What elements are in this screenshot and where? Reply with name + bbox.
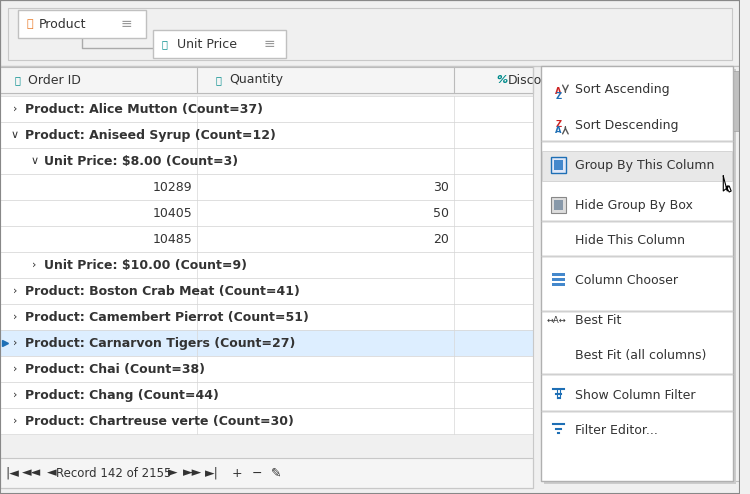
Text: ›: › [13, 416, 17, 426]
Bar [731, 71, 739, 131]
Text: Product: Boston Crab Meat (Count=41): Product: Boston Crab Meat (Count=41) [25, 285, 299, 297]
Text: Order ID: Order ID [28, 74, 80, 86]
Bar [551, 278, 566, 281]
Bar [550, 157, 566, 173]
Text: −: − [251, 466, 262, 480]
Text: %: % [496, 75, 508, 85]
Bar [0, 278, 532, 304]
Bar [551, 283, 566, 286]
Text: A: A [555, 86, 562, 95]
Bar [0, 408, 532, 434]
Bar [544, 69, 736, 484]
Bar [18, 10, 146, 38]
Text: 🍴: 🍴 [26, 19, 33, 29]
Text: ›: › [13, 364, 17, 374]
Text: Group By This Column: Group By This Column [575, 159, 715, 171]
Text: ◄: ◄ [46, 466, 56, 480]
Bar [0, 252, 532, 278]
Text: ∨: ∨ [31, 156, 38, 166]
Text: ►: ► [168, 466, 178, 480]
Text: ≡: ≡ [121, 17, 132, 31]
Text: 🖨: 🖨 [15, 75, 21, 85]
Text: Product: Product [38, 17, 86, 31]
Text: +: + [232, 466, 242, 480]
Text: 20: 20 [433, 233, 449, 246]
Text: Product: Chartreuse verte (Count=30): Product: Chartreuse verte (Count=30) [25, 414, 293, 427]
Bar [153, 30, 286, 58]
Bar [0, 66, 532, 488]
Bar [550, 197, 566, 213]
Bar [0, 148, 532, 174]
Text: 10289: 10289 [153, 180, 193, 194]
Text: Unit Price: $10.00 (Count=9): Unit Price: $10.00 (Count=9) [44, 258, 248, 272]
Bar [0, 458, 532, 488]
Text: 10405: 10405 [153, 206, 193, 219]
Bar [554, 200, 563, 210]
Text: ›: › [13, 312, 17, 322]
Text: Discount: Discount [509, 74, 563, 86]
Text: Hide Group By Box: Hide Group By Box [575, 199, 693, 211]
Text: ›: › [13, 390, 17, 400]
Text: 10485: 10485 [153, 233, 193, 246]
Bar [8, 8, 732, 60]
Text: Product: Chang (Count=44): Product: Chang (Count=44) [25, 388, 218, 402]
Text: ✎: ✎ [271, 466, 281, 480]
Text: Quantity: Quantity [229, 74, 283, 86]
Bar [0, 0, 740, 66]
Text: ►|: ►| [206, 466, 219, 480]
Text: ∨: ∨ [10, 130, 19, 140]
Text: Show Column Filter: Show Column Filter [575, 388, 696, 402]
Bar [0, 304, 532, 330]
Text: ◄◄: ◄◄ [22, 466, 41, 480]
Bar [0, 382, 532, 408]
Bar [551, 273, 566, 276]
Text: Best Fit: Best Fit [575, 314, 622, 327]
Text: Product: Aniseed Syrup (Count=12): Product: Aniseed Syrup (Count=12) [25, 128, 275, 141]
Text: Product: Camembert Pierrot (Count=51): Product: Camembert Pierrot (Count=51) [25, 311, 308, 324]
Text: Unit Price: $8.00 (Count=3): Unit Price: $8.00 (Count=3) [44, 155, 238, 167]
Bar [542, 151, 732, 181]
Text: ›: › [13, 338, 17, 348]
Text: A: A [555, 125, 562, 134]
Text: ►►: ►► [183, 466, 202, 480]
Text: Sort Descending: Sort Descending [575, 119, 679, 131]
Text: 🚩: 🚩 [215, 75, 221, 85]
Bar [0, 330, 532, 356]
Polygon shape [723, 176, 731, 192]
Text: ›: › [13, 104, 17, 114]
Text: Z: Z [556, 120, 562, 128]
Text: Best Fit (all columns): Best Fit (all columns) [575, 348, 706, 362]
Text: Product: Alice Mutton (Count=37): Product: Alice Mutton (Count=37) [25, 102, 262, 116]
Text: ↔A↔: ↔A↔ [547, 316, 566, 325]
Bar [0, 226, 532, 252]
Bar [730, 66, 740, 481]
Bar [0, 67, 532, 93]
Text: |◄: |◄ [5, 466, 19, 480]
Text: Unit Price: Unit Price [177, 38, 237, 50]
Text: Column Chooser: Column Chooser [575, 274, 678, 287]
Text: Filter Editor...: Filter Editor... [575, 423, 658, 437]
Text: Product: Carnarvon Tigers (Count=27): Product: Carnarvon Tigers (Count=27) [25, 336, 295, 349]
Text: ›: › [13, 286, 17, 296]
Bar [0, 122, 532, 148]
Bar [554, 160, 563, 170]
Text: Product: Chai (Count=38): Product: Chai (Count=38) [25, 363, 205, 375]
Text: 50: 50 [433, 206, 449, 219]
Bar [0, 96, 532, 122]
Text: 30: 30 [433, 180, 449, 194]
Text: ≡: ≡ [263, 37, 275, 51]
Bar [0, 200, 532, 226]
Text: ›: › [32, 260, 37, 270]
Text: 💰: 💰 [162, 39, 168, 49]
Bar [0, 356, 532, 382]
Bar [0, 174, 532, 200]
Text: Z: Z [556, 91, 562, 100]
Text: Record 142 of 2155: Record 142 of 2155 [56, 466, 171, 480]
Text: Hide This Column: Hide This Column [575, 234, 686, 247]
Bar [541, 66, 734, 481]
Text: Sort Ascending: Sort Ascending [575, 83, 670, 96]
